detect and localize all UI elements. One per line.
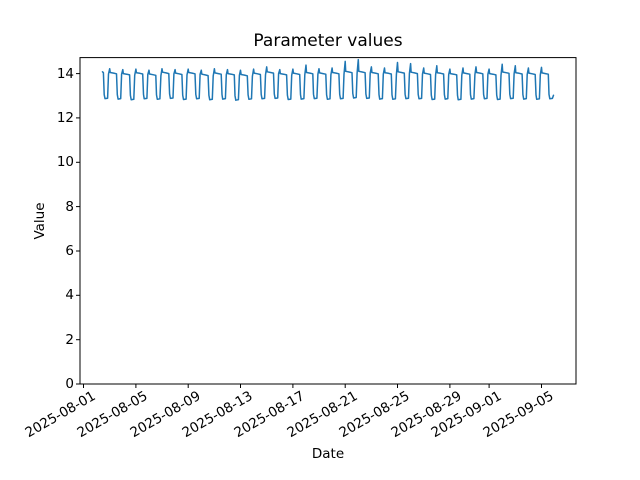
y-tick-label: 14 bbox=[56, 65, 74, 82]
x-axis-label: Date bbox=[311, 446, 345, 462]
y-tick-label: 10 bbox=[56, 154, 74, 171]
y-tick-label: 8 bbox=[65, 198, 74, 215]
y-tick-label: 12 bbox=[56, 109, 74, 126]
series-line bbox=[101, 58, 555, 101]
y-tick-label: 0 bbox=[65, 376, 74, 392]
axes-frame bbox=[79, 57, 577, 385]
y-tick-label: 2 bbox=[65, 331, 74, 348]
y-tick-label: 6 bbox=[65, 242, 74, 259]
y-tick-label: 4 bbox=[65, 287, 74, 304]
chart-title: Parameter values bbox=[253, 31, 403, 51]
